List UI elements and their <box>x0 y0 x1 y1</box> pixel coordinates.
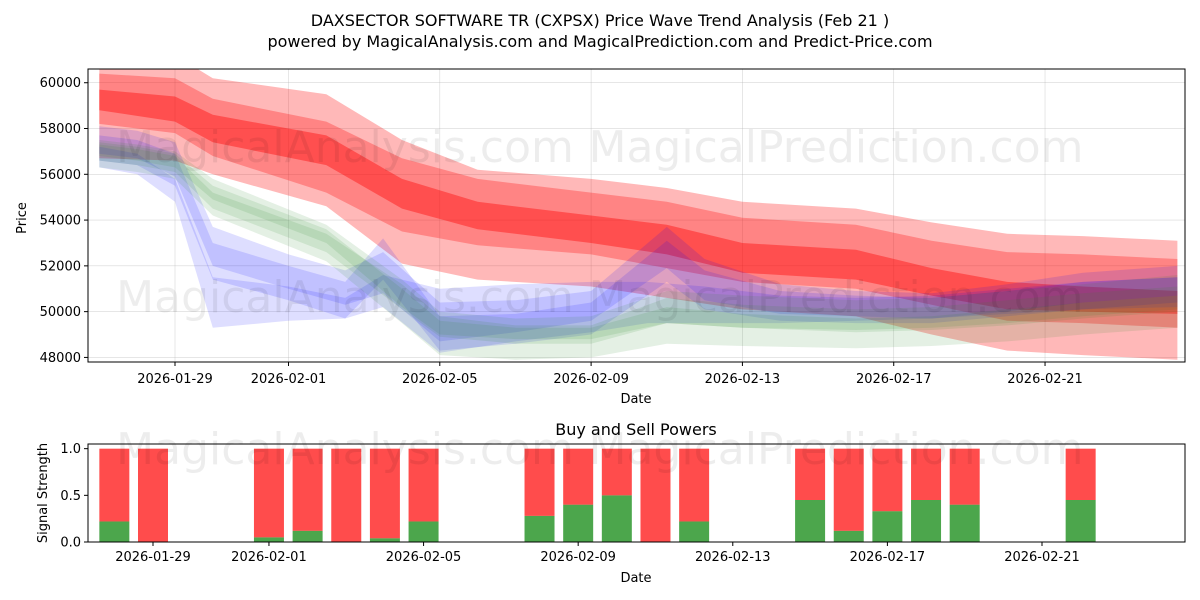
chart-subtitle: powered by MagicalAnalysis.com and Magic… <box>267 32 932 51</box>
wave-band-blue-wave-1 <box>99 146 1178 353</box>
price-y-ticks: 48000 50000 52000 54000 56000 58000 60000 <box>40 76 88 366</box>
powers-x-tick-label: 2026-02-13 <box>695 550 771 565</box>
powers-y-tick-label: 0.0 <box>60 536 81 551</box>
powers-y-tick-label: 0.5 <box>60 489 81 504</box>
watermark-analysis-lower: MagicalAnalysis.com <box>116 272 574 323</box>
price-x-tick-label: 2026-02-05 <box>402 372 478 387</box>
sell-bar-2026-01-28 <box>99 448 130 522</box>
buy-bar-2026-02-09 <box>563 504 594 542</box>
sell-bar-2026-02-12 <box>679 448 710 522</box>
price-x-tick-label: 2026-02-01 <box>251 372 327 387</box>
powers-y-label: Signal Strength <box>36 443 51 543</box>
powers-title: Buy and Sell Powers <box>555 420 717 439</box>
price-plot-frame <box>87 68 1186 363</box>
price-x-tick-label: 2026-01-29 <box>137 372 213 387</box>
sell-bar-2026-02-18 <box>911 448 942 500</box>
sell-bar-2026-02-11 <box>640 448 671 542</box>
powers-x-tick-label: 2026-02-17 <box>850 550 926 565</box>
price-x-label: Date <box>620 392 651 407</box>
watermark-prediction: MagicalPrediction.com <box>589 122 1084 173</box>
watermark-prediction-lower: MagicalPrediction.com <box>589 272 1084 323</box>
watermark-analysis-bottom: MagicalAnalysis.com <box>116 424 574 475</box>
buy-bar-2026-02-12 <box>679 521 710 542</box>
buy-bar-2026-02-10 <box>601 495 632 542</box>
sell-bar-2026-02-05 <box>408 448 439 522</box>
buy-bar-2026-02-16 <box>833 530 864 542</box>
buy-bar-2026-01-28 <box>99 521 130 542</box>
watermark-analysis: MagicalAnalysis.com <box>116 122 574 173</box>
buy-bar-2026-02-18 <box>911 500 942 542</box>
buy-bar-2026-02-05 <box>408 521 439 542</box>
sell-bar-2026-02-10 <box>601 448 632 496</box>
chart-title: DAXSECTOR SOFTWARE TR (CXPSX) Price Wave… <box>311 11 889 30</box>
sell-bar-2026-02-17 <box>872 448 903 512</box>
sell-bar-2026-02-15 <box>795 448 826 500</box>
sell-bar-2026-02-16 <box>833 448 864 531</box>
buy-bar-2026-02-01 <box>253 537 284 542</box>
wave-band-red-wave-wide-1 <box>99 69 1178 360</box>
wave-band-green-wave-2 <box>99 144 1178 344</box>
wave-band-red-wave-core <box>99 89 1178 314</box>
price-grid <box>88 69 1185 362</box>
buy-bar-2026-02-22 <box>1065 500 1096 542</box>
price-y-tick-label: 54000 <box>40 214 81 229</box>
price-x-tick-label: 2026-02-21 <box>1007 372 1083 387</box>
wave-band-blue-wave-2 <box>99 126 1178 342</box>
price-y-tick-label: 50000 <box>40 305 81 320</box>
buy-bar-2026-02-17 <box>872 511 903 542</box>
price-watermarks: MagicalAnalysis.com MagicalPrediction.co… <box>116 122 1083 323</box>
buy-bar-2026-02-08 <box>524 515 555 542</box>
price-x-tick-label: 2026-02-09 <box>553 372 629 387</box>
powers-plot-frame <box>87 443 1186 543</box>
buy-bar-2026-02-04 <box>369 538 400 542</box>
powers-x-tick-label: 2026-02-05 <box>386 550 462 565</box>
powers-y-tick-label: 1.0 <box>60 442 81 457</box>
powers-x-tick-label: 2026-01-29 <box>115 550 191 565</box>
price-x-tick-label: 2026-02-17 <box>856 372 932 387</box>
price-y-tick-label: 58000 <box>40 122 81 137</box>
powers-x-label: Date <box>620 571 651 586</box>
sell-bar-2026-02-22 <box>1065 448 1096 500</box>
powers-x-tick-label: 2026-02-21 <box>1004 550 1080 565</box>
watermark-prediction-bottom: MagicalPrediction.com <box>589 424 1084 475</box>
sell-bar-2026-02-02 <box>292 448 323 531</box>
buy-bar-2026-02-15 <box>795 500 826 542</box>
powers-x-tick-label: 2026-02-01 <box>231 550 307 565</box>
price-waves <box>99 69 1178 360</box>
sell-bar-2026-01-29 <box>138 448 168 542</box>
sell-bar-2026-02-19 <box>949 448 980 505</box>
price-y-tick-label: 52000 <box>40 259 81 274</box>
wave-band-green-wave-1 <box>99 140 1178 360</box>
price-x-ticks: 2026-01-29 2026-02-01 2026-02-05 2026-02-09… <box>137 362 1083 387</box>
price-y-tick-label: 48000 <box>40 351 81 366</box>
sell-bar-2026-02-08 <box>524 448 555 516</box>
buy-bar-2026-02-02 <box>292 530 323 542</box>
sell-bar-2026-02-09 <box>563 448 594 505</box>
price-y-tick-label: 60000 <box>40 76 81 91</box>
powers-watermarks: MagicalAnalysis.com MagicalPrediction.co… <box>116 424 1083 475</box>
powers-x-ticks: 2026-01-29 2026-02-01 2026-02-05 2026-02-09… <box>115 542 1080 565</box>
powers-y-ticks: 0.0 0.5 1.0 <box>60 442 88 551</box>
powers-x-tick-label: 2026-02-09 <box>540 550 616 565</box>
price-x-tick-label: 2026-02-13 <box>705 372 781 387</box>
wave-band-red-wave-wide-2 <box>99 73 1178 328</box>
price-y-tick-label: 56000 <box>40 168 81 183</box>
sell-bar-2026-02-03 <box>331 448 362 542</box>
price-y-label: Price <box>15 202 30 234</box>
buy-bar-2026-02-19 <box>949 504 980 542</box>
powers-bars <box>99 448 1096 542</box>
sell-bar-2026-02-04 <box>369 448 400 539</box>
sell-bar-2026-02-01 <box>253 448 284 538</box>
